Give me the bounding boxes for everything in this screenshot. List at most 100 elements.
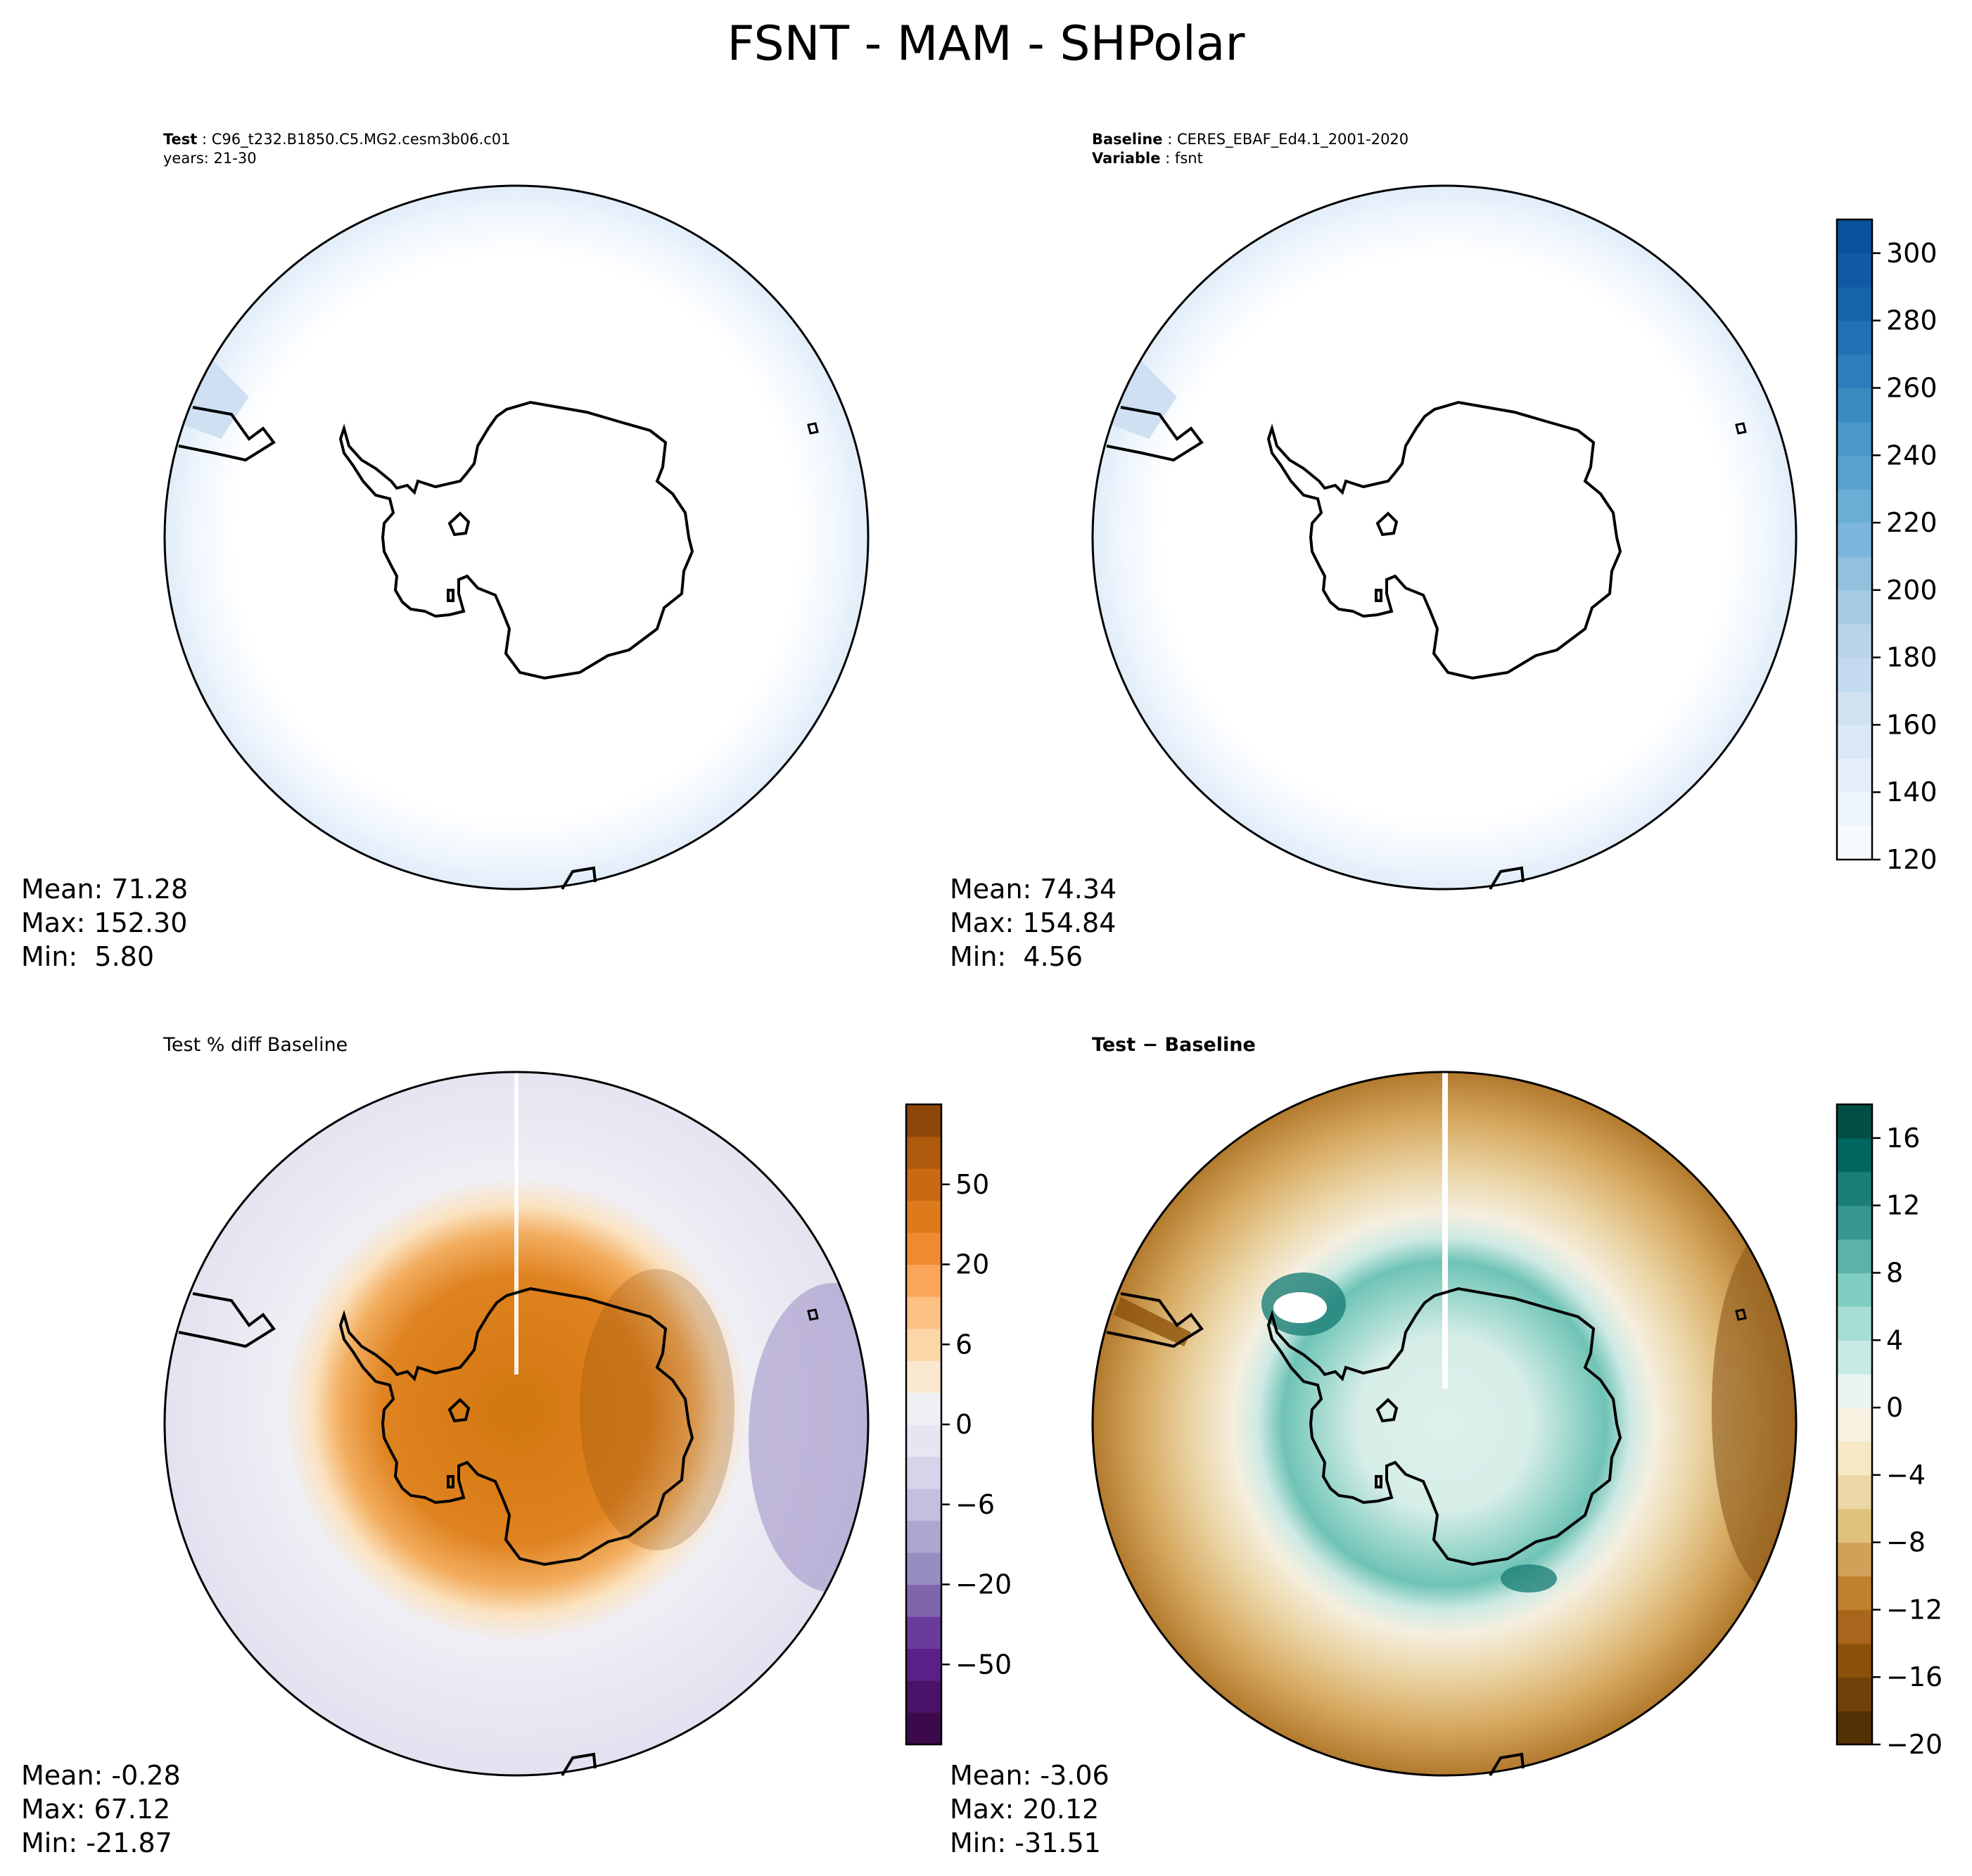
fsnt-colorbar-level-1 (1837, 792, 1872, 827)
pctdiff-colorbar-level-3 (906, 1616, 941, 1650)
diff-colorbar-tick-label: 16 (1886, 1123, 1920, 1154)
pctdiff-colorbar-level-5 (906, 1552, 941, 1585)
pctdiff-colorbar-level-10 (906, 1392, 941, 1425)
pctdiff-map-border (163, 1071, 870, 1777)
fsnt-colorbar-level-16 (1837, 286, 1872, 321)
diff-max: Max: 20.12 (950, 1794, 1100, 1825)
pctdiff-colorbar-level-4 (906, 1584, 941, 1617)
diff-colorbar-level-2 (1837, 1643, 1872, 1678)
baseline-coastline-island (1735, 422, 1747, 435)
test-label: Test (163, 131, 198, 148)
diff-colorbar-tick-label: 0 (1886, 1392, 1903, 1423)
test-coastline-south-america (178, 406, 276, 462)
diff-colorbar-level-10 (1837, 1374, 1872, 1408)
pctdiff-colorbar-level-2 (906, 1648, 941, 1681)
figure-title: FSNT - MAM - SHPolar (727, 16, 1245, 72)
test-years: years: 21-30 (163, 150, 257, 167)
diff-map-field (1093, 1072, 1796, 1775)
diff-coastline-south-america (1106, 1292, 1204, 1348)
pctdiff-colorbar-level-9 (906, 1424, 941, 1457)
variable-name: fsnt (1174, 150, 1203, 167)
pctdiff-colorbar-tick-label: 0 (955, 1409, 972, 1440)
test-map (163, 184, 870, 891)
pctdiff-coastline-south-america (178, 1292, 276, 1348)
pctdiff-colorbar-level-18 (906, 1136, 941, 1169)
pctdiff-colorbar-level-7 (906, 1488, 941, 1521)
diff-colorbar-tick-label: 4 (1886, 1325, 1903, 1355)
baseline-mean: Mean: 74.34 (950, 874, 1117, 905)
pctdiff-colorbar-level-6 (906, 1520, 941, 1553)
diff-title: Test − Baseline (1092, 1034, 1256, 1056)
diff-colorbar-level-3 (1837, 1609, 1872, 1644)
pctdiff-colorbar-level-13 (906, 1296, 941, 1329)
diff-colorbar-level-16 (1837, 1171, 1872, 1206)
fsnt-colorbar-level-12 (1837, 421, 1872, 456)
pctdiff-coastline-africa (561, 1752, 597, 1777)
pctdiff-colorbar-tick-label: 6 (955, 1329, 972, 1360)
fsnt-colorbar-tick-label: 140 (1886, 777, 1938, 808)
baseline-map-field (1093, 186, 1796, 889)
test-coastline-island (807, 422, 819, 435)
diff-map-border (1091, 1071, 1798, 1777)
diff-colorbar-border (1836, 1103, 1874, 1746)
pctdiff-colorbar-level-16 (906, 1200, 941, 1233)
diff-colorbar-level-13 (1837, 1272, 1872, 1307)
pctdiff-seam (514, 1072, 519, 1374)
diff-colorbar-tick-label: −20 (1886, 1729, 1942, 1760)
fsnt-colorbar-tick-label: 120 (1886, 844, 1938, 875)
fsnt-colorbar-border (1836, 218, 1874, 861)
pctdiff-coastline-island (807, 1308, 819, 1321)
fsnt-colorbar-level-7 (1837, 589, 1872, 625)
baseline-case-name: CERES_EBAF_Ed4.1_2001-2020 (1176, 131, 1409, 148)
pctdiff-colorbar-level-19 (906, 1104, 941, 1137)
diff-colorbar-level-7 (1837, 1474, 1872, 1510)
fsnt-colorbar-level-9 (1837, 523, 1872, 557)
fsnt-colorbar-tick-label: 260 (1886, 372, 1938, 403)
fsnt-colorbar-level-14 (1837, 354, 1872, 389)
diff-colorbar-tick-label: −16 (1886, 1661, 1942, 1692)
fsnt-colorbar-tick-label: 240 (1886, 440, 1938, 471)
fsnt-colorbar-level-3 (1837, 725, 1872, 759)
pctdiff-title: Test % diff Baseline (163, 1034, 348, 1056)
test-header: Test : C96_t232.B1850.C5.MG2.cesm3b06.c0… (163, 131, 511, 167)
fsnt-colorbar-level-11 (1837, 455, 1872, 490)
baseline-label: Baseline (1092, 131, 1163, 148)
fsnt-colorbar-level-5 (1837, 657, 1872, 692)
diff-min: Min: -31.51 (950, 1827, 1101, 1858)
pctdiff-colorbar-level-1 (906, 1680, 941, 1714)
diff-dark-brown-east (1712, 1227, 1796, 1593)
fsnt-colorbar-level-0 (1837, 826, 1872, 860)
diff-colorbar-level-1 (1837, 1677, 1872, 1711)
diff-colorbar-level-8 (1837, 1441, 1872, 1476)
diff-colorbar-level-18 (1837, 1104, 1872, 1139)
diff-white-blob (1273, 1292, 1327, 1323)
diff-dark-brown-west (1114, 1297, 1191, 1346)
pctdiff-purple-region (749, 1283, 868, 1593)
diff-colorbar-tick-label: −4 (1886, 1460, 1926, 1491)
diff-colorbar-tick-label: −12 (1886, 1594, 1942, 1625)
baseline-min: Min: 4.56 (950, 941, 1083, 972)
diff-stats: Mean: -3.06 Max: 20.12 Min: -31.51 (950, 1759, 1109, 1860)
pctdiff-colorbar-tick-label: 20 (955, 1249, 989, 1280)
diff-colorbar-level-4 (1837, 1576, 1872, 1611)
test-case-name: C96_t232.B1850.C5.MG2.cesm3b06.c01 (211, 131, 511, 148)
pctdiff-colorbar-tick-label: −50 (955, 1649, 1012, 1680)
pctdiff-colorbar-level-0 (906, 1712, 941, 1745)
fsnt-colorbar-level-15 (1837, 320, 1872, 355)
diff-colorbar-level-11 (1837, 1340, 1872, 1374)
pctdiff-mean: Mean: -0.28 (21, 1760, 181, 1791)
pctdiff-colorbar-level-8 (906, 1456, 941, 1489)
test-stats: Mean: 71.28 Max: 152.30 Min: 5.80 (21, 872, 188, 974)
fsnt-colorbar-tick-label: 300 (1886, 238, 1938, 269)
baseline-max: Max: 154.84 (950, 907, 1117, 938)
pctdiff-map-field (165, 1072, 868, 1775)
diff-map (1091, 1071, 1798, 1777)
pctdiff-max: Max: 67.12 (21, 1794, 171, 1825)
diff-colorbar-level-12 (1837, 1306, 1872, 1341)
diff-colorbar-level-6 (1837, 1508, 1872, 1543)
diff-coastline-island (1735, 1308, 1747, 1321)
pctdiff-colorbar-tick-label: 50 (955, 1169, 989, 1200)
pctdiff-colorbar-level-11 (906, 1360, 941, 1393)
diff-dark-teal-south (1501, 1564, 1557, 1593)
diff-colorbar-level-9 (1837, 1408, 1872, 1442)
